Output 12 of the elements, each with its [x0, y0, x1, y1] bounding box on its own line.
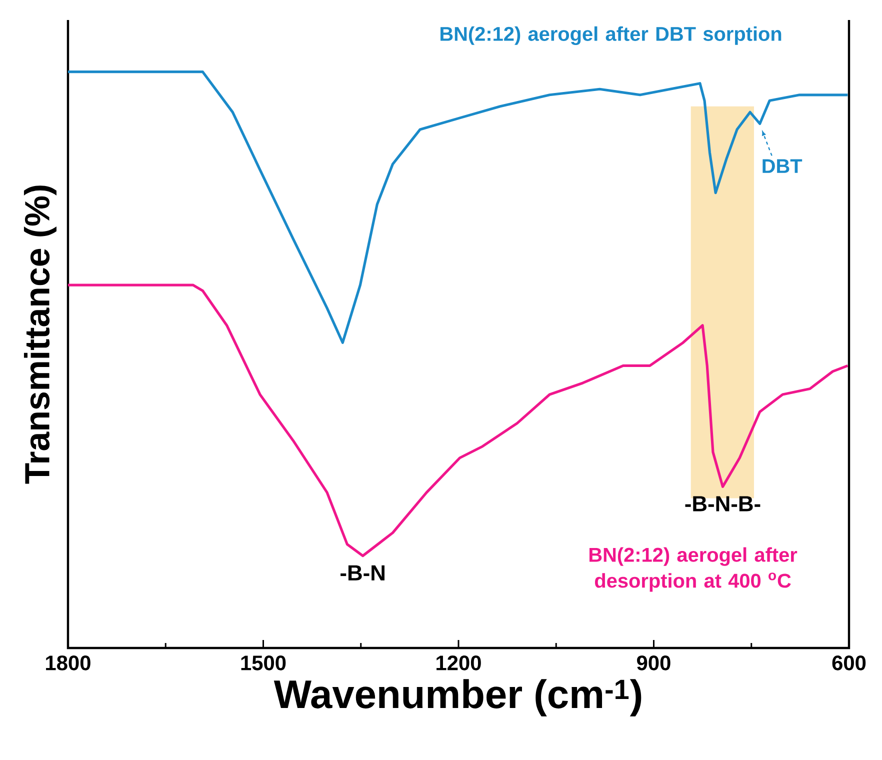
x-tick-label: 1800: [46, 656, 90, 670]
x-tick-label: 600: [832, 656, 866, 670]
text: BN(2:12) aerogel after desorption at 400 $^{o}$C: [589, 547, 798, 592]
annotation: -B-N-B-: [685, 496, 760, 512]
annotation: -B-N: [340, 565, 384, 580]
text: BN(2:12) aerogel after DBT sorption: [440, 26, 782, 46]
y-axis-title: Transmittance (%): [24, 186, 56, 484]
x-axis-title: Wavenumber (cm$^{-1}$): [274, 679, 642, 716]
x-tick-label: 1200: [436, 656, 481, 670]
annotation: DBT: [762, 159, 802, 173]
x-tick-label: 900: [637, 656, 670, 670]
x-tick-label: 1500: [241, 656, 286, 670]
